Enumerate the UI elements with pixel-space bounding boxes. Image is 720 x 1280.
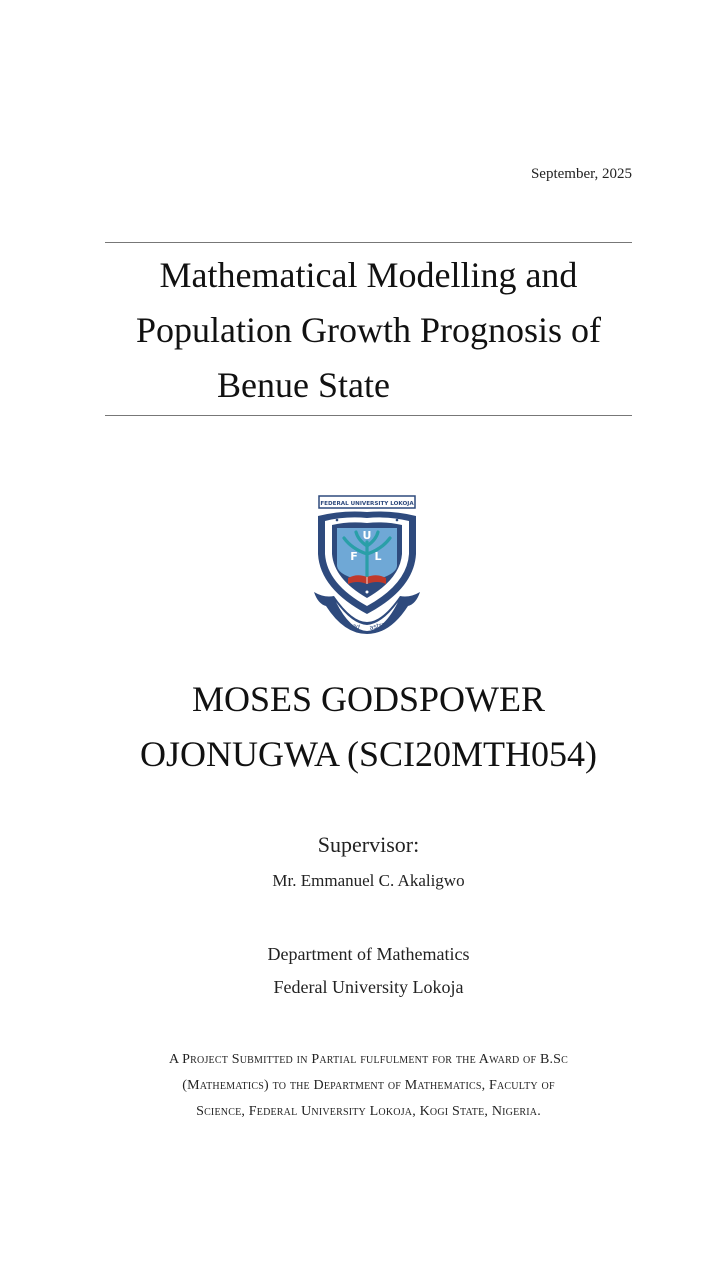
- crest-star-dot: [335, 518, 339, 522]
- thesis-title: Mathematical Modelling and Population Gr…: [105, 248, 632, 413]
- department-name: Department of Mathematics: [267, 944, 470, 964]
- university-crest-logo: FEDERAL UNIVERSITY LOKOJA U F L ad astra: [314, 495, 420, 634]
- crest-letter-u: U: [363, 529, 372, 542]
- thesis-title-line-3: Benue State: [217, 365, 390, 405]
- university-name: Federal University Lokoja: [273, 977, 464, 997]
- department-block: Department of Mathematics Federal Univer…: [0, 938, 720, 1004]
- crest-star-dot: [395, 518, 399, 522]
- crest-motto-ad: ad: [351, 622, 360, 631]
- thesis-title-line-1: Mathematical Modelling and: [159, 255, 578, 295]
- author-name: MOSES GODSPOWER OJONUGWA (SCI20MTH054): [60, 672, 677, 782]
- submission-line-1: A Project Submitted in Partial fulfulmen…: [168, 1052, 569, 1067]
- crest-letter-l: L: [374, 550, 381, 563]
- title-bottom-rule: [105, 415, 632, 416]
- supervisor-label: Supervisor:: [317, 832, 420, 857]
- submission-line-2: (Mathematics) to the Department of Mathe…: [182, 1078, 555, 1093]
- crest-letter-f: F: [350, 550, 358, 563]
- submission-date: September, 2025: [530, 166, 632, 182]
- title-top-rule: [105, 242, 632, 243]
- crest-star-dot: [365, 590, 369, 594]
- supervisor-name: Mr. Emmanuel C. Akaligwo: [272, 871, 465, 890]
- submission-statement: A Project Submitted in Partial fulfulmen…: [110, 1047, 627, 1125]
- thesis-title-line-2: Population Growth Prognosis of: [135, 310, 601, 350]
- crest-motto-band: [336, 602, 398, 631]
- crest-tree-icon: [342, 530, 392, 582]
- author-name-line-2: OJONUGWA (SCI20MTH054): [140, 734, 597, 774]
- crest-banner: [318, 495, 416, 509]
- crest-motto-astra: astra: [369, 620, 387, 632]
- author-name-line-1: MOSES GODSPOWER: [191, 679, 546, 719]
- submission-line-3: Science, Federal University Lokoja, Kogi…: [196, 1104, 541, 1119]
- crest-banner-text: FEDERAL UNIVERSITY LOKOJA: [320, 501, 414, 507]
